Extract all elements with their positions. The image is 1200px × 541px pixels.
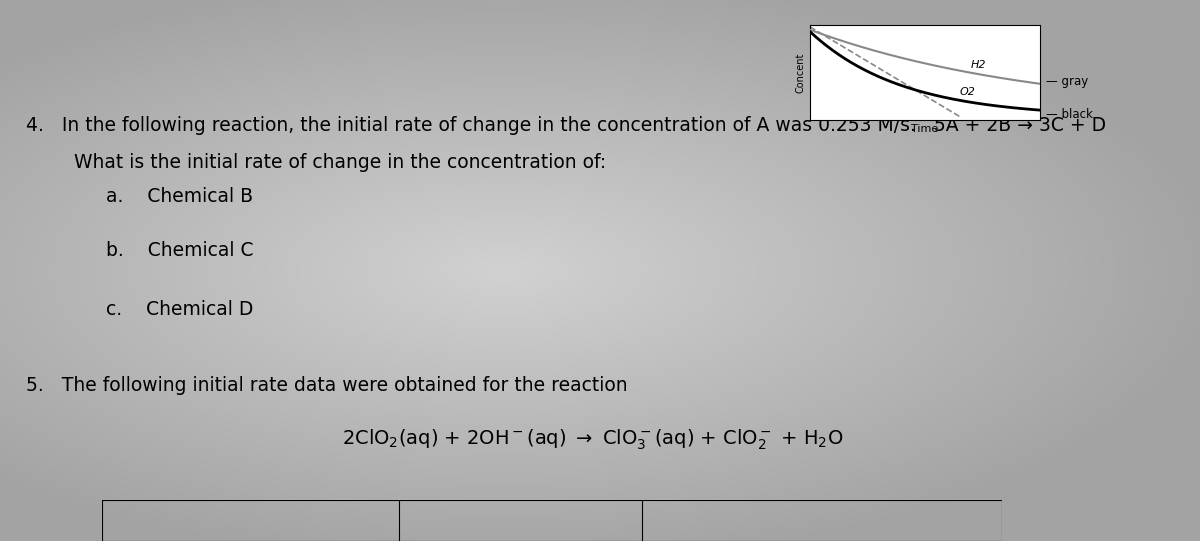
Text: — gray: — gray (1046, 75, 1088, 88)
Text: O2: O2 (960, 88, 976, 97)
Text: H2: H2 (971, 60, 986, 70)
Text: 2ClO$_2$(aq) + 2OH$^-$(aq) $\rightarrow$ ClO$_3^-$(aq) + ClO$_2^-$ + H$_2$O: 2ClO$_2$(aq) + 2OH$^-$(aq) $\rightarrow$… (342, 427, 844, 452)
X-axis label: Time: Time (911, 124, 938, 134)
Text: 5.   The following initial rate data were obtained for the reaction: 5. The following initial rate data were … (26, 376, 628, 395)
Text: a.    Chemical B: a. Chemical B (106, 187, 253, 206)
Text: c.    Chemical D: c. Chemical D (106, 300, 253, 319)
Text: What is the initial rate of change in the concentration of:: What is the initial rate of change in th… (74, 153, 607, 171)
Y-axis label: Concent: Concent (796, 52, 806, 93)
Text: 4.   In the following reaction, the initial rate of change in the concentration : 4. In the following reaction, the initia… (26, 116, 1106, 135)
Text: — black: — black (1046, 108, 1093, 121)
Text: b.    Chemical C: b. Chemical C (106, 241, 253, 260)
